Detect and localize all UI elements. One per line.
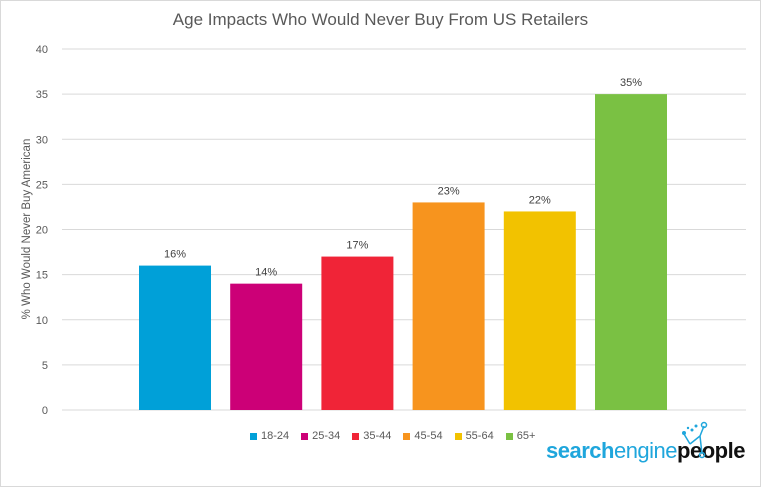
legend-swatch — [250, 432, 257, 440]
legend-item: 18-24 — [250, 430, 289, 442]
legend-label: 18-24 — [261, 430, 290, 442]
bar-65+ — [595, 94, 667, 410]
legend-swatch — [505, 432, 513, 440]
data-labels: 16% 14% 17% 23% 22% 35% — [164, 77, 642, 279]
y-tick-label: 15 — [36, 270, 48, 282]
data-label: 22% — [529, 194, 551, 206]
y-tick-label: 20 — [36, 225, 48, 237]
y-tick-label: 35 — [36, 89, 48, 101]
data-label: 23% — [438, 185, 460, 197]
y-tick-label: 30 — [36, 134, 48, 146]
bars — [139, 94, 667, 410]
y-tick-label: 40 — [36, 44, 48, 56]
legend-swatch — [403, 432, 411, 440]
data-label: 14% — [255, 267, 277, 279]
bar-35-44 — [321, 256, 394, 410]
legend-item: 35-44 — [352, 430, 391, 442]
logo-part-search: search — [546, 438, 614, 463]
y-tick-label: 0 — [42, 405, 48, 417]
bar-45-54 — [412, 202, 485, 410]
legend-swatch — [352, 432, 360, 440]
legend-label: 65+ — [516, 430, 536, 442]
chart-title: Age Impacts Who Would Never Buy From US … — [172, 10, 589, 29]
y-tick-label: 10 — [36, 315, 48, 327]
legend-label: 25-34 — [312, 430, 341, 442]
bar-18-24 — [139, 265, 211, 410]
y-tick-label: 5 — [42, 360, 48, 372]
data-label: 17% — [346, 240, 368, 252]
legend-label: 35-44 — [363, 430, 392, 442]
logo-part-engine: engine — [613, 438, 678, 463]
legend-label: 55-64 — [465, 430, 494, 442]
y-tick-label: 25 — [36, 179, 48, 191]
legend-item: 25-34 — [301, 430, 340, 442]
logo-network-icon — [682, 421, 708, 459]
searchenginepeople-logo: searchenginepeople — [546, 421, 745, 464]
y-axis-label: % Who Would Never Buy American — [21, 139, 33, 320]
legend-item: 45-54 — [403, 430, 443, 442]
data-label: 16% — [164, 249, 186, 261]
legend-item: 65+ — [505, 430, 536, 442]
bar-55-64 — [503, 211, 576, 410]
legend-label: 45-54 — [414, 430, 443, 442]
legend-item: 55-64 — [454, 430, 494, 442]
legend-swatch — [301, 432, 309, 440]
legend: 18-24 25-34 35-44 45-54 55-64 65+ — [250, 430, 535, 442]
bar-25-34 — [230, 283, 303, 410]
legend-swatch — [454, 432, 462, 440]
y-axis-ticks: 0 5 10 15 20 25 30 35 40 — [36, 44, 48, 417]
data-label: 35% — [620, 77, 642, 89]
